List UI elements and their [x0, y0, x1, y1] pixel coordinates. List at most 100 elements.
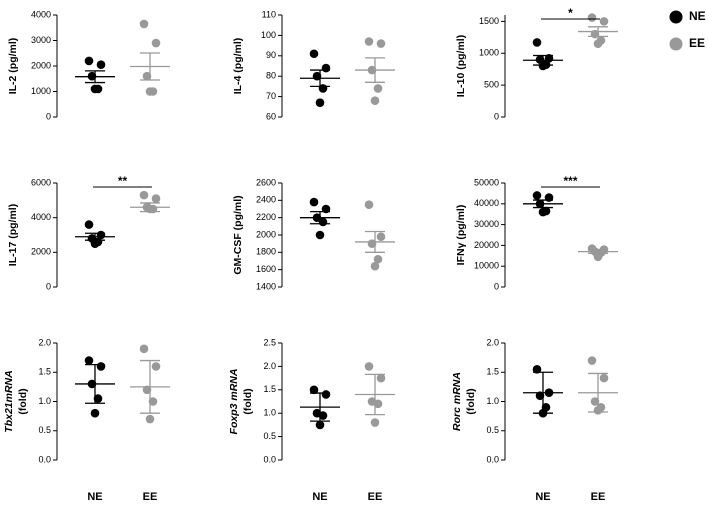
y-tick-label: 1.5 — [38, 367, 51, 377]
y-axis-label: IL-10 (pg/ml) — [455, 35, 467, 97]
significance-label: *** — [563, 174, 577, 188]
data-point — [84, 356, 94, 365]
data-point — [321, 63, 331, 73]
data-point — [151, 38, 161, 48]
data-point — [370, 418, 380, 427]
y-tick-label: 90 — [266, 50, 276, 60]
y-tick-label: 2.5 — [263, 337, 276, 347]
y-tick-label: 100 — [261, 30, 276, 40]
y-tick-label: 1.5 — [263, 384, 276, 394]
data-point — [142, 71, 152, 81]
data-point — [364, 37, 374, 46]
data-point — [90, 408, 100, 418]
y-tick-label: 4000 — [31, 9, 51, 19]
data-point — [376, 373, 386, 383]
y-tick-label: 2000 — [31, 60, 51, 70]
y-axis-label: IL-17 (pg/ml) — [7, 204, 19, 266]
data-point — [364, 200, 374, 209]
y-tick-label: 1600 — [256, 264, 276, 274]
y-tick-label: 1800 — [256, 247, 276, 257]
significance-label: ** — [118, 174, 128, 188]
data-point — [587, 356, 597, 365]
data-point — [370, 261, 380, 271]
data-point — [376, 232, 386, 242]
data-point — [373, 84, 383, 93]
y-axis-label: Rorc mRNA — [451, 372, 463, 431]
y-tick-label: 10000 — [474, 261, 499, 271]
legend-label: EE — [689, 36, 705, 50]
data-point — [84, 56, 94, 66]
y-tick-label: 500 — [484, 80, 499, 90]
data-point — [370, 96, 380, 105]
data-point — [532, 191, 542, 200]
y-tick-label: 0.5 — [263, 431, 276, 441]
data-point — [593, 39, 603, 48]
y-axis-label: IL-4 (pg/ml) — [232, 38, 244, 95]
y-tick-label: 0 — [494, 281, 499, 291]
data-point — [139, 190, 149, 200]
data-point — [145, 87, 155, 96]
data-point — [599, 373, 609, 383]
y-tick-label: 1000 — [31, 86, 51, 96]
data-point — [593, 252, 603, 262]
y-tick-label: 6000 — [31, 177, 51, 187]
y-axis-label: (fold) — [465, 388, 477, 414]
y-tick-label: 50000 — [474, 177, 499, 187]
data-point — [532, 38, 542, 47]
y-tick-label: 20000 — [474, 240, 499, 250]
data-point — [84, 220, 94, 229]
x-tick-label: NE — [535, 491, 550, 503]
legend-marker — [669, 37, 683, 51]
data-point — [373, 254, 383, 264]
data-point — [139, 344, 149, 354]
data-point — [90, 84, 100, 94]
y-tick-label: 2.0 — [263, 361, 276, 371]
significance-label: * — [568, 6, 573, 20]
data-point — [590, 397, 600, 406]
y-tick-label: 1400 — [256, 281, 276, 291]
x-tick-label: EE — [591, 491, 606, 503]
y-tick-label: 0.0 — [486, 454, 499, 464]
y-tick-label: 0 — [46, 281, 51, 291]
data-point — [315, 420, 325, 430]
data-point — [151, 362, 161, 371]
data-point — [93, 394, 103, 403]
y-tick-label: 80 — [266, 71, 276, 81]
y-axis-label: Foxp3 mRNA — [228, 369, 240, 435]
data-point — [376, 39, 386, 48]
y-tick-label: 2000 — [31, 247, 51, 257]
y-tick-label: 0.0 — [38, 454, 51, 464]
y-tick-label: 30000 — [474, 219, 499, 229]
data-point — [315, 98, 325, 108]
y-tick-label: 1.0 — [486, 396, 499, 406]
y-tick-label: 1.0 — [38, 396, 51, 406]
y-tick-label: 40000 — [474, 198, 499, 208]
data-point — [599, 17, 609, 26]
y-tick-label: 1000 — [479, 48, 499, 58]
data-point — [538, 207, 548, 217]
data-point — [309, 385, 319, 395]
y-tick-label: 110 — [262, 9, 276, 19]
legend-label: NE — [689, 9, 706, 23]
data-point — [309, 49, 319, 59]
data-point — [532, 365, 542, 374]
y-tick-label: 1.5 — [486, 367, 499, 377]
legend-marker — [669, 10, 683, 24]
data-point — [139, 19, 149, 29]
data-point — [315, 230, 325, 240]
y-axis-label: GM-CSF (pg/ml) — [232, 195, 244, 274]
y-tick-label: 2600 — [256, 177, 276, 187]
y-tick-label: 4000 — [31, 212, 51, 222]
x-tick-label: EE — [143, 491, 158, 503]
y-tick-label: 2000 — [256, 229, 276, 239]
data-point — [321, 390, 331, 399]
data-point — [142, 385, 152, 395]
y-tick-label: 0.0 — [263, 454, 276, 464]
data-point — [90, 239, 100, 248]
x-tick-label: NE — [312, 491, 327, 503]
y-tick-label: 0 — [46, 111, 51, 121]
data-point — [535, 391, 545, 400]
data-point — [145, 414, 155, 424]
data-point — [373, 399, 383, 409]
